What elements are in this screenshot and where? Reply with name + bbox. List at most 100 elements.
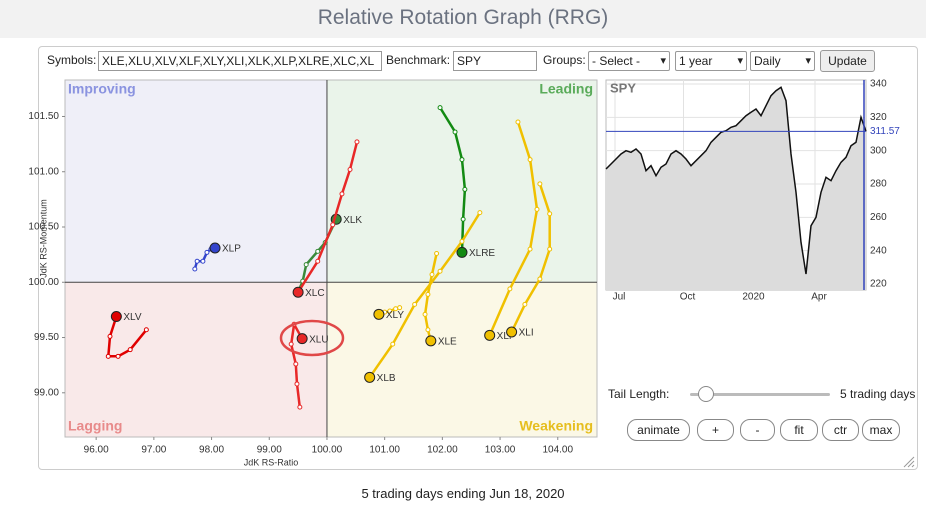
tail-point: [412, 301, 418, 307]
x-tick-label: Apr: [811, 292, 827, 303]
tail-point: [462, 186, 468, 192]
tail-point: [459, 157, 465, 163]
head-marker: [110, 311, 122, 323]
tail-point: [105, 353, 111, 359]
tail-point: [330, 222, 336, 228]
update-button[interactable]: Update: [820, 50, 875, 72]
symbol-label: XLP: [222, 244, 241, 255]
tail-point: [293, 361, 299, 367]
head-marker: [364, 371, 376, 383]
x-tick-label: 104.00: [542, 445, 573, 456]
symbol-label: XLB: [377, 373, 396, 384]
tail-point: [303, 262, 309, 268]
tail-point: [515, 119, 521, 125]
x-axis-label: JdK RS-Ratio: [244, 457, 299, 467]
frequency-select[interactable]: Daily: [750, 51, 815, 71]
tail-point: [534, 206, 540, 212]
symbols-input[interactable]: XLE,XLU,XLV,XLF,XLY,XLI,XLK,XLP,XLRE,XLC…: [98, 51, 382, 71]
tail-point: [425, 327, 431, 333]
tail-point: [315, 248, 321, 254]
x-tick-label: 101.00: [369, 445, 400, 456]
quadrant-bg: [65, 80, 327, 283]
tail-point: [527, 246, 533, 252]
tail-line: [297, 141, 359, 293]
tail-point: [288, 341, 294, 347]
tail-point: [347, 167, 353, 173]
footer: 5 trading days ending Jun 18, 2020: [361, 486, 565, 501]
x-tick-label: Oct: [680, 292, 696, 303]
price-line: [605, 86, 867, 275]
head-marker: [373, 308, 385, 320]
y-tick-label: 100.00: [28, 277, 59, 288]
tail-point: [434, 251, 440, 257]
tail-point: [425, 291, 431, 297]
symbol-label: XLF: [497, 331, 515, 342]
y-axis-label: JdK RS-Momentum: [38, 199, 48, 278]
tail-point: [452, 129, 458, 135]
tail-line: [368, 211, 481, 379]
quadrant-label: Weakening: [519, 418, 593, 434]
quadrant-label: Leading: [539, 81, 593, 97]
head-marker: [296, 333, 308, 345]
tail-slider-handle[interactable]: [698, 386, 714, 402]
panel: [38, 46, 918, 470]
tail-point: [429, 272, 435, 278]
tail-point: [194, 258, 200, 264]
resize-grip: [903, 456, 915, 468]
x-tick-label: Jul: [613, 292, 626, 303]
symbol-label: XLV: [123, 312, 141, 323]
tail-length-label: Tail Length:: [608, 387, 670, 401]
tail-point: [297, 404, 303, 410]
tail-point: [354, 139, 360, 145]
tail-point: [547, 211, 553, 217]
groups-select[interactable]: - Select -: [588, 51, 670, 71]
tail-point: [192, 266, 198, 272]
tail-point: [143, 327, 149, 333]
y-tick-label: 101.50: [28, 111, 59, 122]
symbol-label: XLU: [309, 334, 328, 345]
x-tick-label: 2020: [742, 292, 765, 303]
x-tick-label: 98.00: [199, 445, 224, 456]
tail-point: [387, 308, 393, 314]
tail-point: [204, 249, 210, 255]
tail-point: [460, 216, 466, 222]
period-select[interactable]: 1 year: [675, 51, 747, 71]
tail-point: [393, 306, 399, 312]
tail-point: [437, 268, 443, 274]
head-marker: [209, 242, 221, 254]
x-tick-label: 103.00: [485, 445, 516, 456]
y-tick-label: 260: [870, 212, 887, 223]
tail-line: [488, 121, 539, 336]
tail-point: [339, 191, 345, 197]
tail-point: [390, 341, 396, 347]
benchmark-input[interactable]: SPY: [453, 51, 537, 71]
price-area: [606, 87, 866, 290]
control-button[interactable]: -: [740, 419, 775, 441]
chart-title: SPY: [610, 80, 636, 95]
benchmark-label: Benchmark:: [386, 53, 451, 67]
control-button[interactable]: ctr: [822, 419, 859, 441]
y-tick-label: 101.00: [28, 166, 59, 177]
header: Relative Rotation Graph (RRG): [0, 0, 926, 38]
y-tick-label: 280: [870, 179, 887, 190]
tail-line: [439, 106, 467, 253]
tail-slider-track[interactable]: [690, 393, 830, 396]
groups-label: Groups:: [543, 53, 586, 67]
tail-point: [115, 353, 121, 359]
head-marker: [506, 326, 518, 338]
x-tick-label: 96.00: [84, 445, 109, 456]
quadrant-bg: [65, 282, 327, 437]
y-tick-label: 99.00: [34, 387, 59, 398]
head-marker: [484, 329, 496, 341]
x-tick-label: 97.00: [141, 445, 166, 456]
symbol-label: XLY: [386, 310, 404, 321]
tail-point: [315, 258, 321, 264]
control-button[interactable]: animate: [627, 419, 690, 441]
x-tick-label: 99.00: [257, 445, 282, 456]
control-button[interactable]: +: [697, 419, 734, 441]
control-button[interactable]: max: [862, 419, 900, 441]
symbol-label: XLRE: [469, 248, 495, 259]
tail-point: [537, 181, 543, 187]
control-button[interactable]: fit: [780, 419, 818, 441]
